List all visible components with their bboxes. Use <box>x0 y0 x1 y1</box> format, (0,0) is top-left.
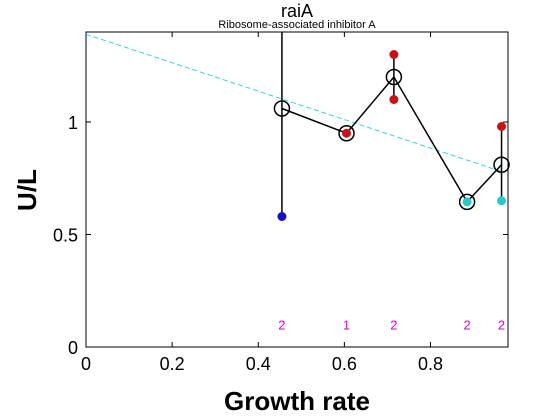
mean-point <box>458 193 476 211</box>
replicate-point <box>342 128 352 138</box>
replicate-point <box>462 197 472 207</box>
count-label: 2 <box>278 318 285 333</box>
plot-frame <box>85 31 509 348</box>
count-label: 2 <box>498 318 505 333</box>
y-tick-label: 0.5 <box>53 226 78 246</box>
chart-subtitle: Ribosome-associated inhibitor A <box>218 19 376 31</box>
mean-point <box>273 100 291 117</box>
x-tick-label: 0.8 <box>418 354 443 374</box>
replicate-point <box>277 212 287 221</box>
fit-line <box>85 33 502 172</box>
x-tick-label: 0.6 <box>332 354 357 374</box>
count-label: 2 <box>390 318 397 333</box>
mean-point <box>385 68 403 86</box>
replicate-point <box>389 50 399 59</box>
replicate-point <box>389 95 399 104</box>
x-axis-label: Growth rate <box>224 386 370 416</box>
mean-point <box>338 125 355 142</box>
replicate-point <box>497 196 507 206</box>
y-tick-label: 1 <box>68 113 78 133</box>
y-tick-label: 0 <box>68 338 78 358</box>
mean-line <box>281 75 503 204</box>
x-tick-label: 0 <box>81 354 91 374</box>
chart-title: raiA <box>281 1 313 21</box>
count-label: 1 <box>343 318 350 333</box>
y-axis-label: U/L <box>12 169 42 211</box>
x-tick-label: 0.4 <box>246 354 271 374</box>
count-label: 2 <box>463 318 470 333</box>
mean-point <box>493 156 510 173</box>
replicate-point <box>497 122 507 131</box>
x-tick-label: 0.2 <box>160 354 185 374</box>
